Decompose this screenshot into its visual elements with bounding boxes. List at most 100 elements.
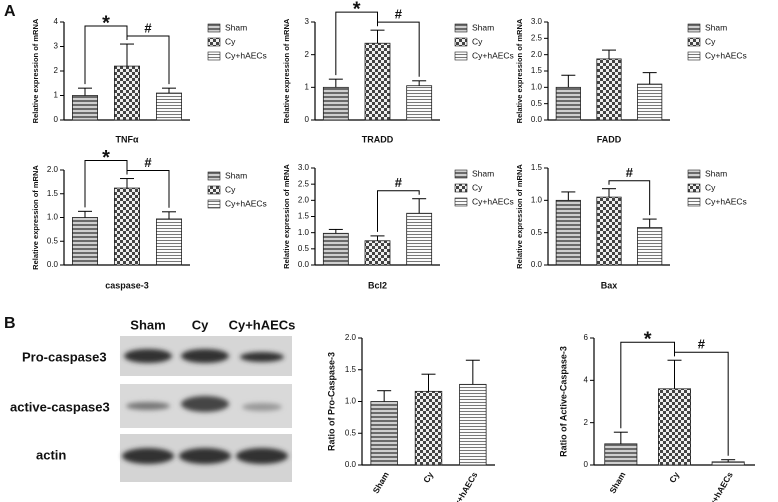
x-tick-label: Sham: [371, 470, 391, 495]
significance-bracket: [126, 35, 170, 85]
y-tick-label: 0.5: [298, 244, 310, 253]
y-tick-label: 0.5: [47, 236, 59, 245]
bar: [555, 86, 581, 121]
blot-column-label: Cy: [192, 317, 209, 332]
significance-label: #: [395, 175, 403, 190]
blot-column-label: Sham: [130, 317, 165, 332]
y-axis-label: Relative expression of mRNA: [31, 165, 40, 270]
y-tick-label: 1.0: [47, 213, 59, 222]
y-tick-label: 3.0: [298, 163, 310, 172]
y-tick-label: 1.0: [531, 82, 543, 91]
y-tick-label: 2: [584, 418, 589, 427]
blot-column-label: Cy+hAECs: [229, 317, 296, 332]
x-tick-label: Sham: [607, 470, 627, 495]
y-tick-label: 1.0: [345, 397, 357, 406]
y-axis-label: Relative expression of mRNA: [31, 18, 40, 123]
bar: [604, 443, 638, 466]
bar: [637, 227, 663, 266]
x-tick-label: Cy+hAECs: [704, 470, 735, 502]
significance-bracket: [377, 190, 420, 232]
legend-label: Sham: [472, 22, 494, 32]
y-tick-label: 2.0: [298, 195, 310, 204]
legend-label: Cy+hAECs: [225, 198, 267, 208]
legend-swatch: [454, 183, 468, 193]
y-axis-label: Relative expression of mRNA: [282, 18, 291, 123]
y-tick-label: 0: [584, 460, 589, 469]
legend-swatch: [687, 51, 701, 61]
legend-swatch: [687, 23, 701, 33]
legend-label: Cy+hAECs: [705, 50, 747, 60]
bar: [364, 42, 391, 121]
panel-label: B: [4, 315, 16, 332]
y-tick-label: 0.5: [531, 228, 543, 237]
legend-label: Cy: [705, 182, 716, 192]
y-tick-label: 0.0: [531, 115, 543, 124]
y-tick-label: 0.0: [531, 260, 543, 269]
bar: [322, 232, 349, 266]
significance-bracket: [377, 21, 420, 77]
y-tick-label: 3: [54, 42, 59, 51]
bar: [370, 401, 398, 466]
y-tick-label: 0.5: [345, 428, 357, 437]
y-tick-label: 2.0: [47, 165, 59, 174]
bar: [406, 212, 433, 266]
x-axis-label: Bcl2: [368, 280, 387, 290]
y-tick-label: 2.5: [531, 33, 543, 42]
x-axis-label: FADD: [597, 134, 622, 144]
legend-label: Cy: [225, 36, 236, 46]
y-axis-label: Relative expression of mRNA: [515, 164, 524, 269]
legend-label: Cy+hAECs: [472, 50, 514, 60]
significance-label: #: [626, 165, 634, 180]
bar: [658, 388, 692, 466]
blot-image: [120, 336, 292, 482]
bar: [72, 95, 99, 121]
y-axis-label: Ratio of Active-Caspase-3: [558, 346, 568, 457]
y-tick-label: 0: [305, 115, 310, 124]
significance-bracket: [608, 180, 651, 216]
blot-row-label: active-caspase3: [10, 399, 110, 414]
x-axis-label: caspase-3: [105, 280, 149, 290]
y-tick-label: 0: [54, 115, 59, 124]
x-tick-label: Cy+hAECs: [449, 470, 480, 502]
bar: [555, 199, 581, 266]
legend-swatch: [207, 23, 221, 33]
significance-bracket: [674, 351, 729, 456]
legend-swatch: [207, 37, 221, 47]
legend-label: Cy: [472, 36, 483, 46]
y-tick-label: 1.5: [345, 365, 357, 374]
y-tick-label: 1.0: [298, 228, 310, 237]
y-tick-label: 2.5: [298, 179, 310, 188]
bar: [114, 65, 141, 121]
y-tick-label: 1.5: [531, 163, 543, 172]
significance-label: #: [144, 20, 152, 35]
blot-row-label: actin: [36, 447, 66, 462]
y-axis-label: Relative expression of mRNA: [282, 164, 291, 269]
bar: [711, 461, 745, 466]
legend-label: Cy+hAECs: [472, 196, 514, 206]
y-tick-label: 2: [305, 50, 310, 59]
significance-label: #: [395, 7, 403, 22]
bar: [114, 187, 141, 266]
bar: [72, 217, 99, 266]
legend-swatch: [687, 169, 701, 179]
x-tick-label: Cy: [421, 470, 435, 485]
legend-swatch: [207, 185, 221, 195]
y-tick-label: 1: [305, 82, 310, 91]
y-tick-label: 1.5: [298, 212, 310, 221]
bar: [322, 86, 349, 121]
y-axis-label: Relative expression of mRNA: [515, 18, 524, 123]
legend-label: Sham: [705, 168, 727, 178]
x-axis-label: TRADD: [362, 134, 394, 144]
blot-row-label: Pro-caspase3: [22, 349, 107, 364]
significance-label: *: [102, 147, 110, 169]
legend-label: Cy: [225, 184, 236, 194]
significance-bracket: [620, 341, 675, 429]
legend-label: Cy+hAECs: [225, 50, 267, 60]
significance-label: #: [144, 155, 152, 170]
bar: [596, 196, 622, 266]
significance-label: *: [644, 329, 652, 351]
significance-bracket: [84, 25, 128, 85]
bar: [364, 240, 391, 266]
legend-swatch: [207, 51, 221, 61]
